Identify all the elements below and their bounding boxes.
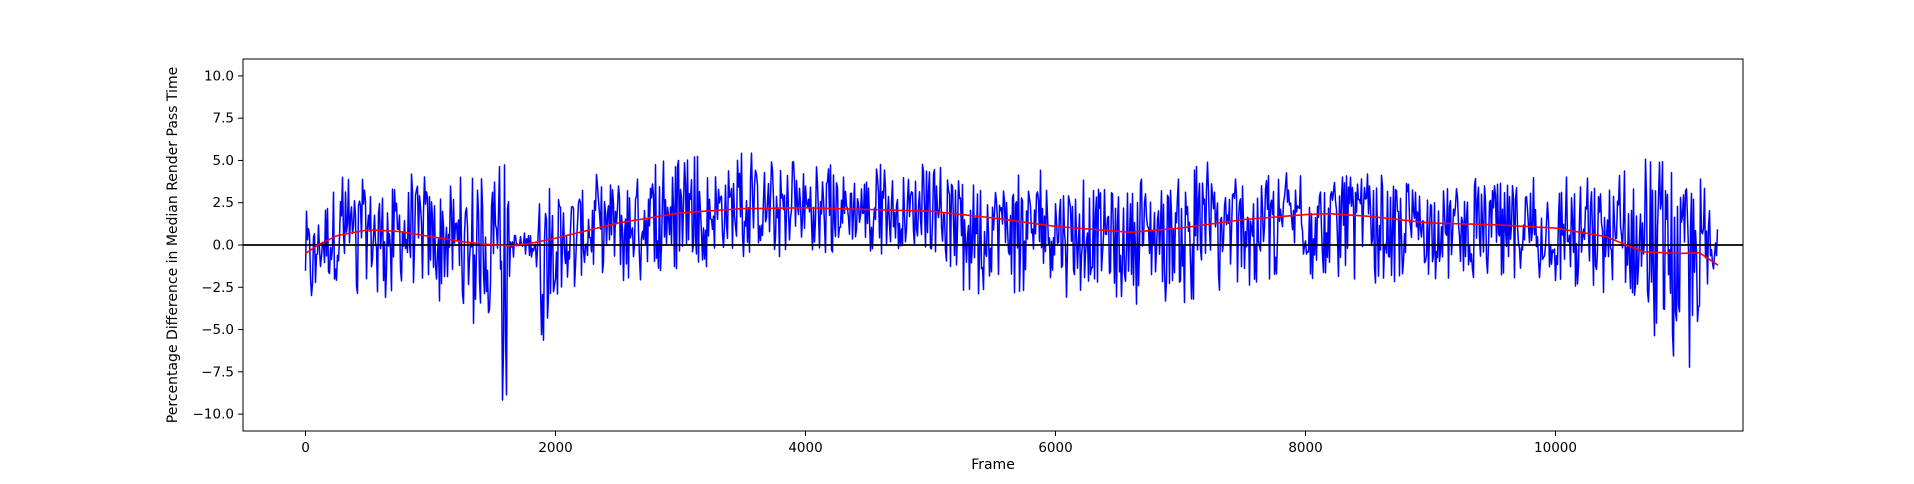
series-line-raw — [304, 152, 1719, 401]
series-line-trend — [305, 207, 1719, 266]
x-axis-label: Frame — [971, 457, 1015, 473]
x-tick-label: 6000 — [1038, 440, 1072, 456]
y-tick-label: 0.0 — [213, 238, 234, 254]
x-tick-label: 8000 — [1288, 440, 1322, 456]
x-tick-label: 10000 — [1534, 440, 1577, 456]
y-tick-label: −7.5 — [201, 364, 234, 380]
y-tick-label: 10.0 — [204, 68, 234, 84]
x-tick-label: 2000 — [538, 440, 572, 456]
y-tick-label: −10.0 — [193, 407, 234, 423]
plot-area — [243, 152, 1743, 401]
y-tick-label: −2.5 — [201, 280, 234, 296]
y-tick-label: −5.0 — [201, 322, 234, 338]
y-tick-label: 7.5 — [213, 111, 234, 127]
y-axis-label: Percentage Difference in Median Render P… — [165, 67, 181, 423]
y-tick-label: 5.0 — [213, 153, 234, 169]
x-tick-label: 0 — [301, 440, 310, 456]
y-tick-label: 2.5 — [213, 195, 234, 211]
axes: 0 2000 4000 6000 8000 10000 −10.0 −7.5 −5.0 −2.5 0… — [193, 58, 1744, 456]
x-tick-label: 4000 — [788, 440, 822, 456]
